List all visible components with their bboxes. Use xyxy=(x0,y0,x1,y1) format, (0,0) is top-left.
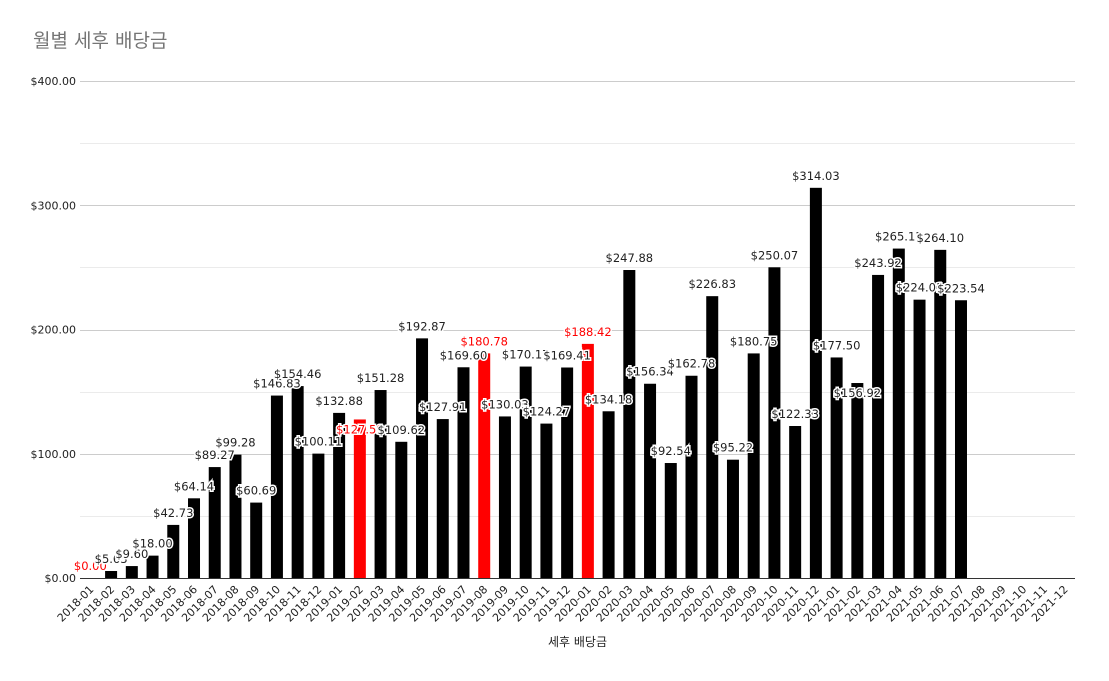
bar-2021-06 xyxy=(934,249,947,578)
bar-2020-04 xyxy=(644,383,657,578)
data-label: $226.83 xyxy=(688,277,736,291)
data-label: $162.78 xyxy=(668,357,716,371)
data-label: $180.75 xyxy=(730,334,778,348)
data-label: $127.59 xyxy=(336,422,384,436)
bar-2020-05 xyxy=(664,463,677,578)
bar-2019-12 xyxy=(561,367,574,578)
data-label: $92.54 xyxy=(651,444,691,458)
bar-2019-08 xyxy=(478,353,491,578)
bar-2018-08 xyxy=(229,454,242,578)
data-label: $243.92 xyxy=(854,256,902,270)
bar-2018-07 xyxy=(208,467,221,578)
data-label: $156.34 xyxy=(626,365,674,379)
bar-2020-10 xyxy=(768,267,781,578)
data-label: $265.13 xyxy=(875,230,923,244)
data-label: $0.00 xyxy=(74,559,107,573)
x-axis-title: 세후 배당금 xyxy=(548,635,607,649)
data-label: $151.28 xyxy=(357,371,405,385)
bar-2020-08 xyxy=(726,459,739,578)
bar-2018-09 xyxy=(250,502,263,578)
bar-2021-04 xyxy=(892,248,905,578)
y-tick-label: $400.00 xyxy=(31,75,77,88)
data-label: $169.60 xyxy=(440,348,488,362)
bar-2018-06 xyxy=(188,498,201,578)
bar-2019-07 xyxy=(457,367,470,578)
data-label: $60.69 xyxy=(236,484,276,498)
data-label: $5.63 xyxy=(95,552,128,566)
data-label: $314.03 xyxy=(792,169,840,183)
bar-2020-03 xyxy=(623,270,636,578)
bar-2021-01 xyxy=(830,357,843,578)
y-tick-label: $300.00 xyxy=(31,199,77,212)
data-label: $127.91 xyxy=(419,400,467,414)
data-label: $169.41 xyxy=(543,349,591,363)
bar-2019-01 xyxy=(333,412,346,578)
bar-2019-05 xyxy=(416,338,429,578)
data-label: $146.83 xyxy=(253,377,301,391)
bar-2019-11 xyxy=(540,423,553,578)
data-label: $18.00 xyxy=(132,537,172,551)
bar-2018-02 xyxy=(105,571,118,578)
y-tick-label: $100.00 xyxy=(31,448,77,461)
bar-2020-06 xyxy=(685,375,698,578)
data-label: $134.18 xyxy=(585,392,633,406)
y-tick-label: $0.00 xyxy=(45,572,77,585)
bar-2020-12 xyxy=(809,187,822,578)
bar-2019-03 xyxy=(374,390,387,578)
bar-2021-02 xyxy=(851,383,864,578)
bar-2021-05 xyxy=(913,299,926,578)
bar-2020-01 xyxy=(581,343,594,578)
data-label: $177.50 xyxy=(813,338,861,352)
bar-2021-03 xyxy=(872,274,885,578)
bar-2019-02 xyxy=(353,419,366,578)
data-label: $188.42 xyxy=(564,325,612,339)
data-label: $89.27 xyxy=(195,448,235,462)
data-label: $124.27 xyxy=(523,405,571,419)
data-label: $99.28 xyxy=(215,436,255,450)
data-label: $132.88 xyxy=(315,394,363,408)
y-tick-label: $200.00 xyxy=(31,324,77,337)
bar-2020-11 xyxy=(789,426,802,578)
data-label: $109.62 xyxy=(378,423,426,437)
data-label: $223.54 xyxy=(937,281,985,295)
data-label: $122.33 xyxy=(771,407,819,421)
bar-2018-05 xyxy=(167,524,180,578)
data-label: $170.17 xyxy=(502,348,550,362)
data-label: $192.87 xyxy=(398,319,446,333)
bar-2018-12 xyxy=(312,453,325,578)
bar-2019-06 xyxy=(436,419,449,578)
bar-2018-04 xyxy=(146,555,159,578)
bar-2020-07 xyxy=(706,296,719,578)
data-label: $130.03 xyxy=(481,397,529,411)
data-label: $180.78 xyxy=(460,334,508,348)
bar-2021-07 xyxy=(954,300,967,578)
bar-2018-03 xyxy=(125,566,138,578)
data-label: $224.01 xyxy=(896,281,944,295)
data-label: $9.60 xyxy=(115,547,148,561)
x-axis-ticks: 2018-012018-022018-032018-042018-052018-… xyxy=(55,583,1071,625)
gridlines xyxy=(80,81,1075,517)
bar-2020-09 xyxy=(747,353,760,578)
data-label: $42.73 xyxy=(153,506,193,520)
data-label: $250.07 xyxy=(751,248,799,262)
data-label: $247.88 xyxy=(606,251,654,265)
y-axis-ticks: $0.00 $100.00 $200.00 $300.00 $400.00 xyxy=(31,75,77,585)
data-label: $95.22 xyxy=(713,441,753,455)
data-label: $264.10 xyxy=(916,231,964,245)
data-label: $100.11 xyxy=(295,435,343,449)
data-label: $156.92 xyxy=(834,386,882,400)
bar-2018-11 xyxy=(291,386,304,578)
bar-2019-10 xyxy=(519,366,532,578)
chart-title: 월별 세후 배당금 xyxy=(33,30,168,52)
bar-2019-09 xyxy=(498,416,511,578)
bar-2019-04 xyxy=(395,441,408,578)
bar-2020-02 xyxy=(602,411,615,578)
data-label: $154.46 xyxy=(274,367,322,381)
data-label: $64.14 xyxy=(174,479,214,493)
bar-2018-10 xyxy=(270,395,283,578)
bars xyxy=(105,187,967,578)
data-labels: $0.00$5.63$9.60$18.00$42.73$64.14$89.27$… xyxy=(72,167,986,574)
